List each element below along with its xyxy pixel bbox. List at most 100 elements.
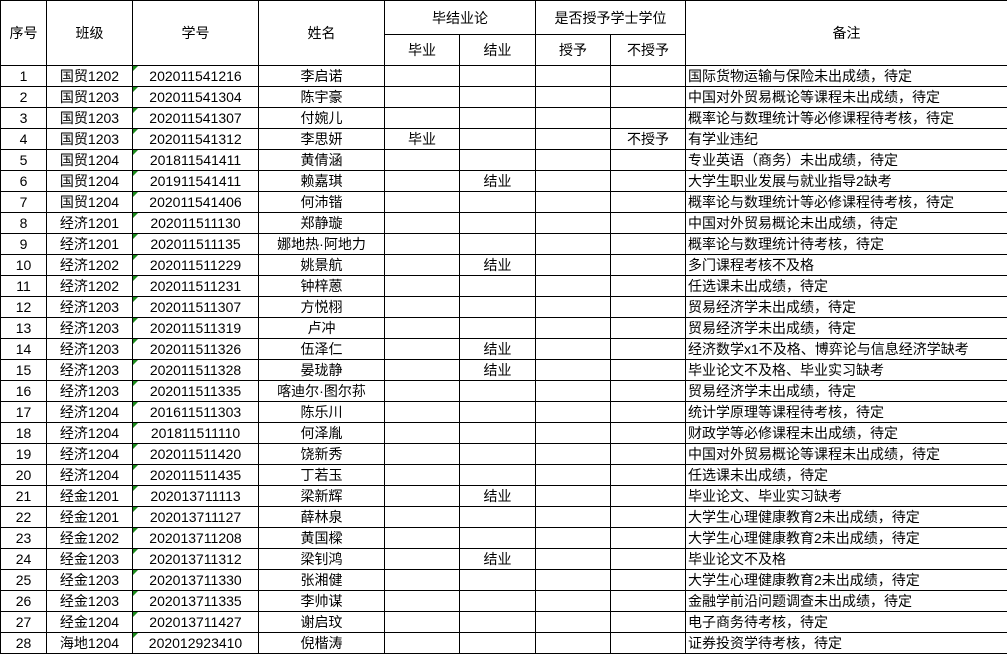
cell-no-grant[interactable]	[610, 464, 686, 486]
cell-no-grant[interactable]: 不授予	[610, 128, 686, 150]
cell-student-id[interactable]: 202011511229	[132, 254, 259, 276]
cell-no-grant[interactable]	[610, 527, 686, 549]
cell-no-grant[interactable]	[610, 548, 686, 570]
cell-class[interactable]: 经济1204	[46, 464, 133, 486]
cell-completion[interactable]	[459, 86, 536, 108]
cell-student-id[interactable]: 201911541411	[132, 170, 259, 192]
cell-graduate[interactable]	[384, 86, 460, 108]
cell-graduate[interactable]	[384, 170, 460, 192]
cell-index[interactable]: 28	[0, 632, 47, 654]
cell-remark[interactable]: 金融学前沿问题调查未出成绩，待定	[685, 590, 1007, 612]
cell-class[interactable]: 国贸1204	[46, 149, 133, 171]
cell-graduate[interactable]	[384, 422, 460, 444]
cell-grant[interactable]	[535, 590, 611, 612]
cell-class[interactable]: 经济1204	[46, 443, 133, 465]
cell-graduate[interactable]	[384, 296, 460, 318]
cell-index[interactable]: 15	[0, 359, 47, 381]
cell-student-id[interactable]: 202011511319	[132, 317, 259, 339]
cell-remark[interactable]: 任选课未出成绩，待定	[685, 275, 1007, 297]
cell-name[interactable]: 姚景航	[258, 254, 385, 276]
cell-name[interactable]: 钟梓蒽	[258, 275, 385, 297]
cell-index[interactable]: 20	[0, 464, 47, 486]
cell-student-id[interactable]: 202011511335	[132, 380, 259, 402]
cell-name[interactable]: 李思妍	[258, 128, 385, 150]
cell-student-id[interactable]: 202013711335	[132, 590, 259, 612]
cell-student-id[interactable]: 202011511326	[132, 338, 259, 360]
cell-student-id[interactable]: 202011511135	[132, 233, 259, 255]
cell-remark[interactable]: 统计学原理等课程待考核，待定	[685, 401, 1007, 423]
header-thesis-group[interactable]: 毕结业论	[384, 0, 536, 35]
cell-no-grant[interactable]	[610, 380, 686, 402]
cell-remark[interactable]: 概率论与数理统计待考核，待定	[685, 233, 1007, 255]
cell-graduate[interactable]	[384, 380, 460, 402]
cell-graduate[interactable]	[384, 65, 460, 87]
cell-completion[interactable]	[459, 443, 536, 465]
cell-grant[interactable]	[535, 359, 611, 381]
cell-no-grant[interactable]	[610, 422, 686, 444]
cell-remark[interactable]: 有学业违纪	[685, 128, 1007, 150]
cell-grant[interactable]	[535, 485, 611, 507]
cell-remark[interactable]: 证券投资学待考核，待定	[685, 632, 1007, 654]
cell-completion[interactable]: 结业	[459, 254, 536, 276]
cell-completion[interactable]	[459, 464, 536, 486]
cell-remark[interactable]: 中国对外贸易概论未出成绩，待定	[685, 212, 1007, 234]
cell-name[interactable]: 赖嘉琪	[258, 170, 385, 192]
cell-graduate[interactable]	[384, 191, 460, 213]
cell-name[interactable]: 梁新辉	[258, 485, 385, 507]
cell-graduate[interactable]	[384, 464, 460, 486]
cell-index[interactable]: 3	[0, 107, 47, 129]
cell-grant[interactable]	[535, 233, 611, 255]
cell-grant[interactable]	[535, 569, 611, 591]
cell-no-grant[interactable]	[610, 590, 686, 612]
cell-completion[interactable]	[459, 380, 536, 402]
cell-remark[interactable]: 大学生心理健康教育2未出成绩，待定	[685, 527, 1007, 549]
cell-grant[interactable]	[535, 191, 611, 213]
cell-grant[interactable]	[535, 548, 611, 570]
cell-index[interactable]: 7	[0, 191, 47, 213]
cell-completion[interactable]	[459, 296, 536, 318]
cell-no-grant[interactable]	[610, 170, 686, 192]
cell-name[interactable]: 饶新秀	[258, 443, 385, 465]
cell-graduate[interactable]	[384, 611, 460, 633]
cell-name[interactable]: 娜地热·阿地力	[258, 233, 385, 255]
cell-completion[interactable]	[459, 401, 536, 423]
cell-index[interactable]: 24	[0, 548, 47, 570]
cell-class[interactable]: 经金1203	[46, 548, 133, 570]
cell-name[interactable]: 梁钊鸿	[258, 548, 385, 570]
header-graduate[interactable]: 毕业	[384, 34, 460, 66]
cell-student-id[interactable]: 201811511110	[132, 422, 259, 444]
cell-name[interactable]: 何沛锴	[258, 191, 385, 213]
cell-completion[interactable]	[459, 569, 536, 591]
cell-grant[interactable]	[535, 422, 611, 444]
cell-grant[interactable]	[535, 506, 611, 528]
cell-name[interactable]: 李启诺	[258, 65, 385, 87]
cell-remark[interactable]: 贸易经济学未出成绩，待定	[685, 317, 1007, 339]
header-grant[interactable]: 授予	[535, 34, 611, 66]
cell-graduate[interactable]: 毕业	[384, 128, 460, 150]
cell-remark[interactable]: 国际货物运输与保险未出成绩，待定	[685, 65, 1007, 87]
cell-completion[interactable]	[459, 128, 536, 150]
cell-class[interactable]: 经济1203	[46, 359, 133, 381]
cell-student-id[interactable]: 202011541304	[132, 86, 259, 108]
cell-student-id[interactable]: 202011541216	[132, 65, 259, 87]
cell-class[interactable]: 经济1203	[46, 338, 133, 360]
cell-class[interactable]: 经济1203	[46, 317, 133, 339]
cell-index[interactable]: 10	[0, 254, 47, 276]
cell-student-id[interactable]: 202011511420	[132, 443, 259, 465]
cell-graduate[interactable]	[384, 317, 460, 339]
header-class[interactable]: 班级	[46, 0, 133, 66]
cell-index[interactable]: 25	[0, 569, 47, 591]
cell-index[interactable]: 13	[0, 317, 47, 339]
cell-student-id[interactable]: 202011511328	[132, 359, 259, 381]
cell-name[interactable]: 黄倩涵	[258, 149, 385, 171]
header-index[interactable]: 序号	[0, 0, 47, 66]
cell-grant[interactable]	[535, 65, 611, 87]
cell-graduate[interactable]	[384, 254, 460, 276]
cell-remark[interactable]: 毕业论文不及格	[685, 548, 1007, 570]
cell-remark[interactable]: 中国对外贸易概论等课程未出成绩，待定	[685, 86, 1007, 108]
cell-index[interactable]: 22	[0, 506, 47, 528]
cell-student-id[interactable]: 202011541312	[132, 128, 259, 150]
cell-index[interactable]: 16	[0, 380, 47, 402]
cell-no-grant[interactable]	[610, 443, 686, 465]
cell-index[interactable]: 2	[0, 86, 47, 108]
